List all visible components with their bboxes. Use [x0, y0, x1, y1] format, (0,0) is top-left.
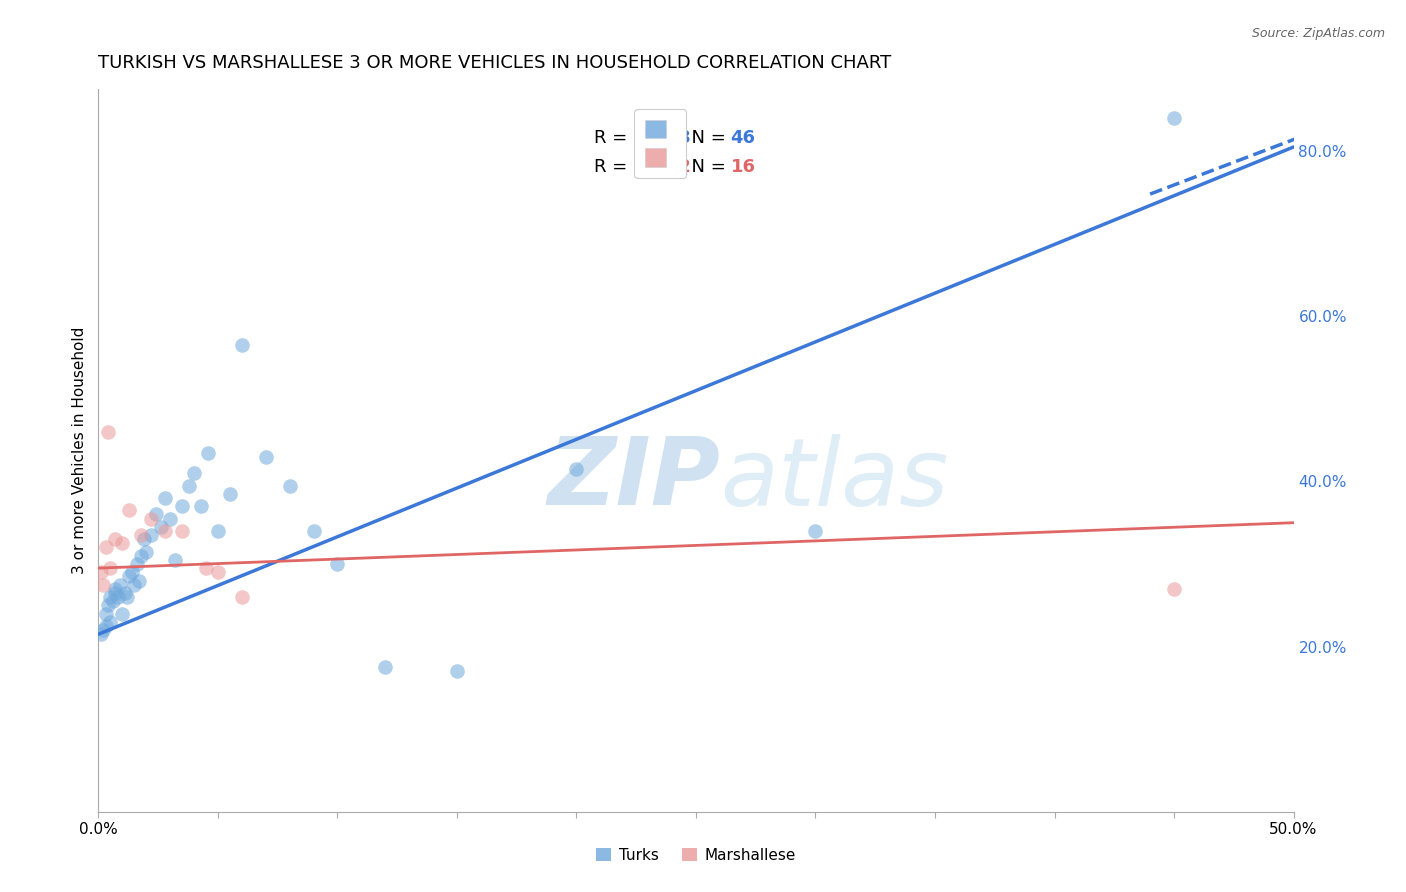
Point [124, 577, 146, 591]
Text: TURKISH VS MARSHALLESE 3 OR MORE VEHICLES IN HOUSEHOLD CORRELATION CHART: TURKISH VS MARSHALLESE 3 OR MORE VEHICLE… [98, 54, 891, 72]
Point [98, 561, 122, 575]
Point [231, 590, 253, 604]
Point [98, 615, 122, 629]
Point [121, 566, 143, 580]
Point [90, 627, 112, 641]
Point [374, 660, 396, 674]
Point [1163, 582, 1185, 596]
Point [131, 549, 153, 563]
Point [149, 520, 172, 534]
Point [207, 566, 229, 580]
Point [125, 557, 148, 571]
Point [190, 499, 212, 513]
Point [108, 577, 131, 591]
Point [326, 557, 349, 571]
Point [97, 425, 120, 439]
Point [195, 561, 218, 575]
Text: atlas: atlas [720, 434, 948, 524]
Point [139, 528, 162, 542]
Point [104, 582, 127, 596]
Point [278, 478, 301, 492]
Point [302, 524, 325, 538]
Text: 0.753: 0.753 [634, 129, 690, 147]
Legend: Turks, Marshallese: Turks, Marshallese [591, 842, 801, 869]
Text: R =: R = [595, 158, 633, 176]
Point [91, 577, 114, 591]
Point [111, 607, 134, 621]
Point [104, 533, 127, 547]
Text: Source: ZipAtlas.com: Source: ZipAtlas.com [1251, 27, 1385, 40]
Point [94, 619, 117, 633]
Point [91, 623, 114, 637]
Point [179, 478, 201, 492]
Point [231, 338, 253, 352]
Point [128, 574, 150, 588]
Point [104, 586, 127, 600]
Point [219, 487, 242, 501]
Point [118, 569, 141, 583]
Point [207, 524, 229, 538]
Point [197, 445, 219, 459]
Point [94, 541, 117, 555]
Text: 16: 16 [731, 158, 755, 176]
Point [183, 466, 205, 480]
Point [114, 586, 136, 600]
Point [155, 524, 177, 538]
Text: 0.122: 0.122 [634, 158, 690, 176]
Point [145, 508, 167, 522]
Point [135, 544, 157, 558]
Point [163, 553, 186, 567]
Point [98, 590, 122, 604]
Text: 46: 46 [731, 129, 755, 147]
Point [446, 665, 468, 679]
Point [115, 590, 138, 604]
Point [94, 607, 117, 621]
Point [118, 503, 141, 517]
Point [111, 536, 134, 550]
Text: R =: R = [595, 129, 633, 147]
Point [107, 590, 129, 604]
Point [101, 594, 124, 608]
Y-axis label: 3 or more Vehicles in Household: 3 or more Vehicles in Household [72, 326, 87, 574]
Point [132, 533, 155, 547]
Text: N =: N = [681, 129, 733, 147]
Point [131, 528, 153, 542]
Point [254, 450, 277, 464]
Point [139, 511, 162, 525]
Point [155, 491, 177, 505]
Text: N =: N = [681, 158, 733, 176]
Point [1163, 111, 1185, 125]
Point [565, 462, 588, 476]
Point [159, 511, 181, 525]
Point [172, 499, 194, 513]
Point [804, 524, 827, 538]
Text: ZIP: ZIP [547, 434, 720, 525]
Point [90, 566, 112, 580]
Point [172, 524, 194, 538]
Point [97, 599, 120, 613]
